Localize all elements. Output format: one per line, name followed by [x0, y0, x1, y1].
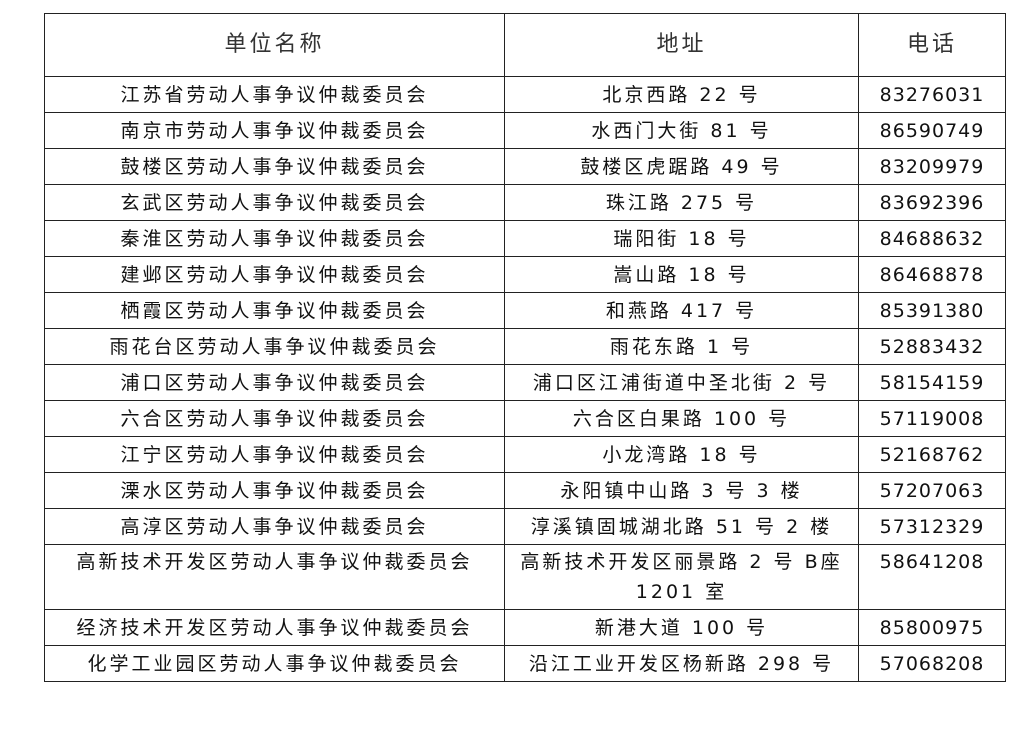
- cell-address: 和燕路 417 号: [504, 292, 859, 329]
- table-row: 溧水区劳动人事争议仲裁委员会 永阳镇中山路 3 号 3 楼 57207063: [44, 472, 1006, 509]
- header-address: 地址: [504, 13, 859, 77]
- cell-address: 淳溪镇固城湖北路 51 号 2 楼: [504, 508, 859, 545]
- cell-address: 雨花东路 1 号: [504, 328, 859, 365]
- cell-address: 鼓楼区虎踞路 49 号: [504, 148, 859, 185]
- table-row: 六合区劳动人事争议仲裁委员会 六合区白果路 100 号 57119008: [44, 400, 1006, 437]
- table-row: 化学工业园区劳动人事争议仲裁委员会 沿江工业开发区杨新路 298 号 5706820…: [44, 645, 1006, 682]
- table-row: 江宁区劳动人事争议仲裁委员会 小龙湾路 18 号 52168762: [44, 436, 1006, 473]
- cell-name: 化学工业园区劳动人事争议仲裁委员会: [44, 645, 505, 682]
- header-row: 单位名称 地址 电话: [44, 13, 1006, 77]
- cell-address: 北京西路 22 号: [504, 76, 859, 113]
- header-phone: 电话: [858, 13, 1006, 77]
- cell-address: 新港大道 100 号: [504, 609, 859, 646]
- table-row: 玄武区劳动人事争议仲裁委员会 珠江路 275 号 83692396: [44, 184, 1006, 221]
- cell-name: 江苏省劳动人事争议仲裁委员会: [44, 76, 505, 113]
- table-row: 江苏省劳动人事争议仲裁委员会 北京西路 22 号 83276031: [44, 76, 1006, 113]
- cell-address: 瑞阳街 18 号: [504, 220, 859, 257]
- cell-phone: 52168762: [858, 436, 1006, 473]
- cell-name: 六合区劳动人事争议仲裁委员会: [44, 400, 505, 437]
- cell-address: 沿江工业开发区杨新路 298 号: [504, 645, 859, 682]
- cell-name: 江宁区劳动人事争议仲裁委员会: [44, 436, 505, 473]
- cell-phone: 57068208: [858, 645, 1006, 682]
- cell-phone: 85391380: [858, 292, 1006, 329]
- cell-name: 鼓楼区劳动人事争议仲裁委员会: [44, 148, 505, 185]
- cell-address: 浦口区江浦街道中圣北街 2 号: [504, 364, 859, 401]
- cell-phone: 83209979: [858, 148, 1006, 185]
- cell-address: 六合区白果路 100 号: [504, 400, 859, 437]
- cell-address: 高新技术开发区丽景路 2 号 B座 1201 室: [504, 544, 859, 610]
- cell-phone: 83692396: [858, 184, 1006, 221]
- cell-name: 高淳区劳动人事争议仲裁委员会: [44, 508, 505, 545]
- cell-address: 永阳镇中山路 3 号 3 楼: [504, 472, 859, 509]
- cell-phone: 57207063: [858, 472, 1006, 509]
- cell-name: 南京市劳动人事争议仲裁委员会: [44, 112, 505, 149]
- table-row: 经济技术开发区劳动人事争议仲裁委员会 新港大道 100 号 85800975: [44, 609, 1006, 646]
- cell-phone: 58154159: [858, 364, 1006, 401]
- table-row: 浦口区劳动人事争议仲裁委员会 浦口区江浦街道中圣北街 2 号 58154159: [44, 364, 1006, 401]
- cell-name: 高新技术开发区劳动人事争议仲裁委员会: [44, 544, 505, 610]
- cell-name: 雨花台区劳动人事争议仲裁委员会: [44, 328, 505, 365]
- cell-name: 栖霞区劳动人事争议仲裁委员会: [44, 292, 505, 329]
- table-row: 南京市劳动人事争议仲裁委员会 水西门大街 81 号 86590749: [44, 112, 1006, 149]
- cell-phone: 58641208: [858, 544, 1006, 610]
- cell-phone: 57119008: [858, 400, 1006, 437]
- table-row: 雨花台区劳动人事争议仲裁委员会 雨花东路 1 号 52883432: [44, 328, 1006, 365]
- cell-name: 溧水区劳动人事争议仲裁委员会: [44, 472, 505, 509]
- table-row: 高淳区劳动人事争议仲裁委员会 淳溪镇固城湖北路 51 号 2 楼 57312329: [44, 508, 1006, 545]
- cell-address: 珠江路 275 号: [504, 184, 859, 221]
- arbitration-committee-table: 单位名称 地址 电话 江苏省劳动人事争议仲裁委员会 北京西路 22 号 832760…: [44, 13, 1006, 682]
- cell-phone: 86590749: [858, 112, 1006, 149]
- table-row: 高新技术开发区劳动人事争议仲裁委员会 高新技术开发区丽景路 2 号 B座 1201…: [44, 544, 1006, 610]
- cell-address: 小龙湾路 18 号: [504, 436, 859, 473]
- table-row: 秦淮区劳动人事争议仲裁委员会 瑞阳街 18 号 84688632: [44, 220, 1006, 257]
- table-row: 建邺区劳动人事争议仲裁委员会 嵩山路 18 号 86468878: [44, 256, 1006, 293]
- header-name: 单位名称: [44, 13, 505, 77]
- cell-phone: 57312329: [858, 508, 1006, 545]
- cell-phone: 52883432: [858, 328, 1006, 365]
- cell-phone: 85800975: [858, 609, 1006, 646]
- cell-phone: 83276031: [858, 76, 1006, 113]
- cell-address: 水西门大街 81 号: [504, 112, 859, 149]
- cell-name: 玄武区劳动人事争议仲裁委员会: [44, 184, 505, 221]
- table-row: 鼓楼区劳动人事争议仲裁委员会 鼓楼区虎踞路 49 号 83209979: [44, 148, 1006, 185]
- cell-phone: 86468878: [858, 256, 1006, 293]
- cell-phone: 84688632: [858, 220, 1006, 257]
- cell-name: 经济技术开发区劳动人事争议仲裁委员会: [44, 609, 505, 646]
- table-row: 栖霞区劳动人事争议仲裁委员会 和燕路 417 号 85391380: [44, 292, 1006, 329]
- cell-address: 嵩山路 18 号: [504, 256, 859, 293]
- cell-name: 建邺区劳动人事争议仲裁委员会: [44, 256, 505, 293]
- cell-name: 秦淮区劳动人事争议仲裁委员会: [44, 220, 505, 257]
- cell-name: 浦口区劳动人事争议仲裁委员会: [44, 364, 505, 401]
